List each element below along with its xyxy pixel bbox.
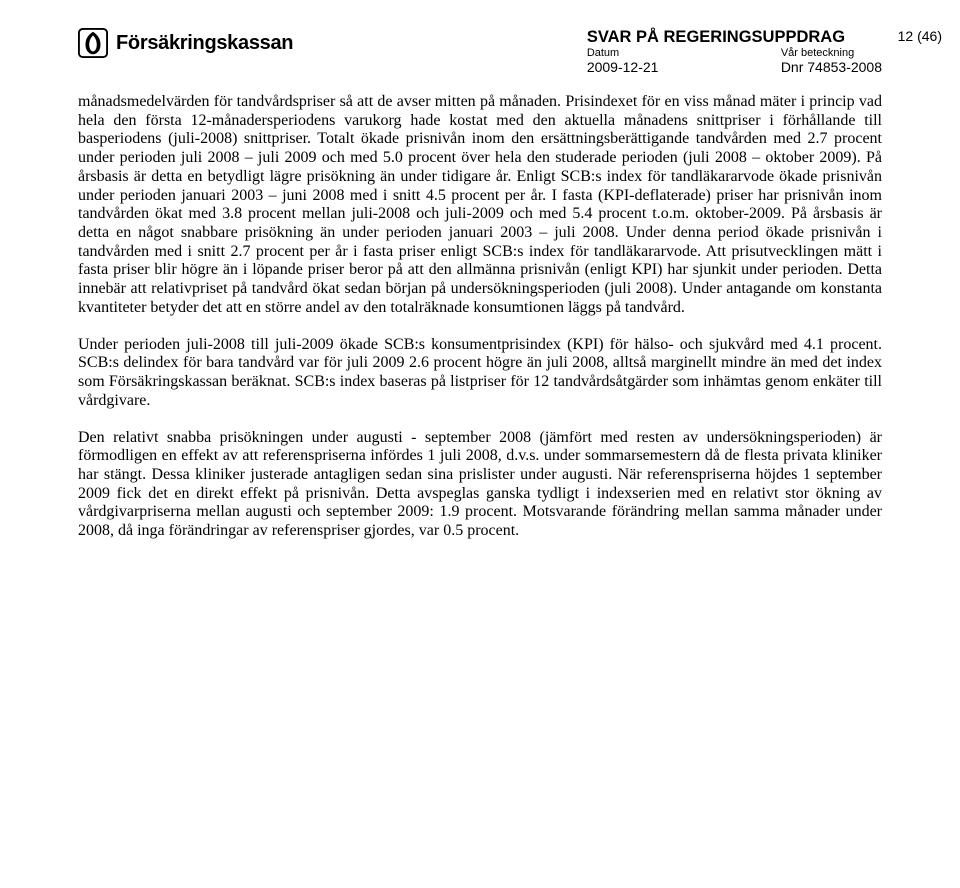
org-logo-icon	[78, 28, 108, 58]
header-values-row: 2009-12-21 Dnr 74853-2008	[587, 59, 882, 75]
paragraph-1: månadsmedelvärden för tandvårdspriser så…	[78, 93, 882, 318]
date-value: 2009-12-21	[587, 59, 781, 75]
page-header: Försäkringskassan 12 (46) SVAR PÅ REGERI…	[78, 28, 882, 75]
ref-value: Dnr 74853-2008	[781, 59, 882, 75]
date-label: Datum	[587, 47, 781, 59]
page-number: 12 (46)	[898, 28, 942, 44]
header-meta: 12 (46) SVAR PÅ REGERINGSUPPDRAG Datum V…	[587, 28, 882, 75]
ref-label: Vår beteckning	[781, 47, 854, 59]
doc-title: SVAR PÅ REGERINGSUPPDRAG	[587, 28, 882, 47]
paragraph-2: Under perioden juli-2008 till juli-2009 …	[78, 336, 882, 411]
paragraph-3: Den relativt snabba prisökningen under a…	[78, 429, 882, 541]
org-name: Försäkringskassan	[116, 32, 293, 55]
document-body: månadsmedelvärden för tandvårdspriser så…	[78, 93, 882, 541]
org-logo-block: Försäkringskassan	[78, 28, 293, 58]
header-labels-row: Datum Vår beteckning	[587, 47, 882, 59]
